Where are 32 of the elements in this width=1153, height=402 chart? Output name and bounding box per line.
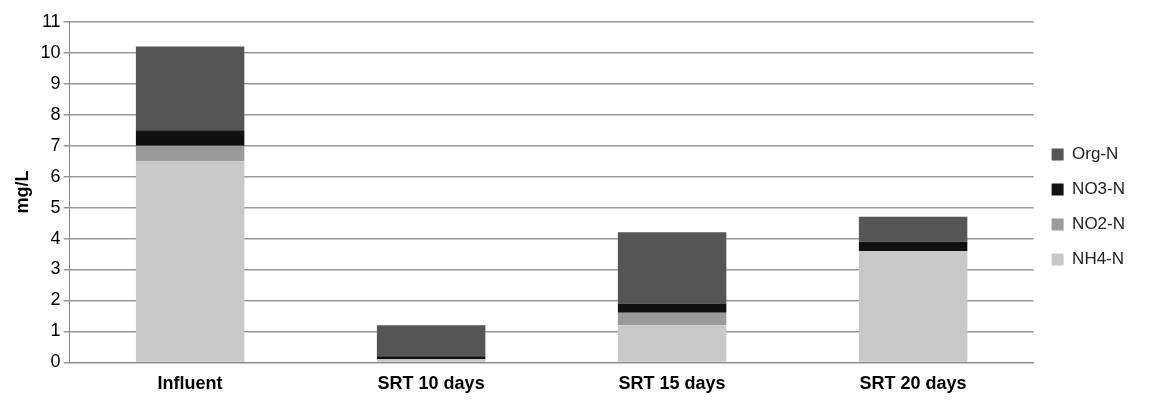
- y-tick-label: 2: [50, 289, 61, 310]
- bar: [376, 325, 486, 357]
- y-tick-label: 7: [50, 134, 61, 155]
- x-tick-label: Influent: [157, 373, 223, 394]
- bar: [617, 325, 727, 362]
- bar: [135, 46, 245, 131]
- y-tick-label: 0: [50, 351, 61, 372]
- y-tick-label: 3: [50, 258, 61, 279]
- y-tick-label: 8: [50, 103, 61, 124]
- bar: [617, 303, 727, 313]
- bar: [858, 216, 968, 242]
- y-tick-label: 6: [50, 165, 61, 186]
- legend-label: NH4-N: [1072, 249, 1125, 269]
- y-tick-label: 1: [50, 320, 61, 341]
- y-tick-label: 9: [50, 72, 61, 93]
- bar: [858, 241, 968, 251]
- x-tick-label: SRT 20 days: [859, 373, 967, 394]
- bar: [858, 250, 968, 362]
- x-tick-label: SRT 15 days: [618, 373, 726, 394]
- bar: [135, 130, 245, 146]
- legend-label: NO2-N: [1072, 214, 1126, 234]
- y-tick-label: 4: [50, 227, 61, 248]
- legend-label: Org-N: [1072, 144, 1119, 164]
- bar: [135, 161, 245, 362]
- y-tick-label: 11: [41, 10, 61, 31]
- y-tick-label: 10: [40, 41, 61, 62]
- y-tick-label: 5: [50, 196, 61, 217]
- x-tick-label: SRT 10 days: [377, 373, 485, 394]
- bar: [617, 312, 727, 326]
- legend-label: NO3-N: [1072, 179, 1126, 199]
- y-axis-title: mg/L: [11, 170, 32, 214]
- bar: [617, 232, 727, 304]
